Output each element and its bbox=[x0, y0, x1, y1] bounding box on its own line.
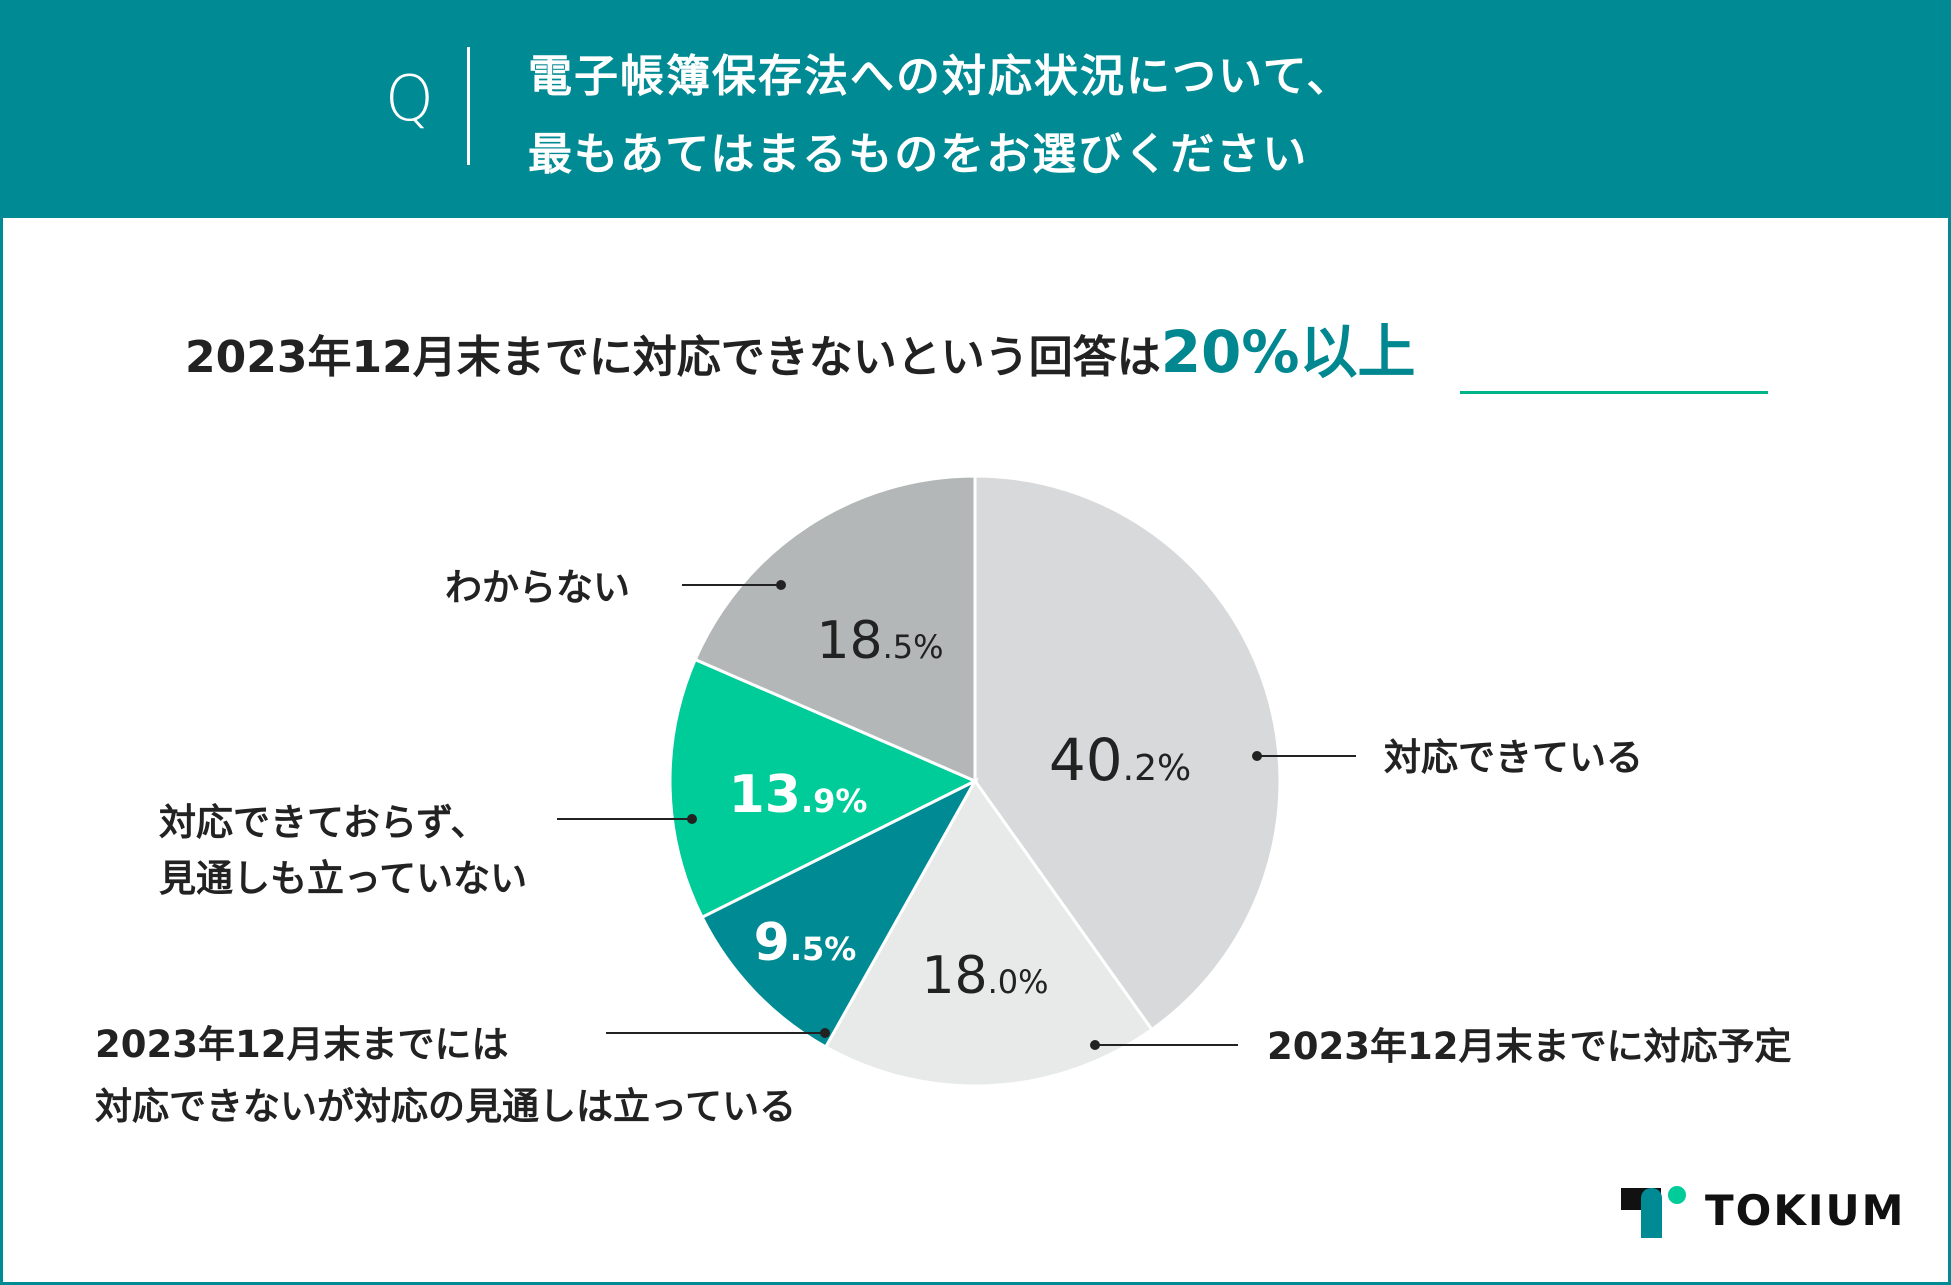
percent-decimal: .5% bbox=[883, 628, 944, 666]
percent-integer: 9 bbox=[754, 913, 790, 973]
slice-category-label: 対応できている bbox=[1384, 736, 1643, 779]
slice-category-label: 対応できないが対応の見通しは立っている bbox=[95, 1085, 796, 1128]
percent-integer: 18 bbox=[921, 946, 987, 1006]
callout-dot bbox=[1252, 751, 1262, 761]
slice-percent-label: 13.9% bbox=[729, 765, 868, 825]
tokium-logo-text: TOKIUM bbox=[1705, 1186, 1906, 1235]
percent-integer: 13 bbox=[729, 765, 801, 825]
slice-category-label: 2023年12月末までには bbox=[95, 1023, 508, 1066]
percent-integer: 18 bbox=[816, 611, 882, 671]
pie-slice bbox=[693, 474, 977, 784]
headline-underline bbox=[1460, 391, 1768, 394]
percent-decimal: .2% bbox=[1123, 748, 1192, 789]
slice-percent-label: 9.5% bbox=[754, 913, 857, 973]
headline-highlight: 20%以上 bbox=[1160, 318, 1416, 386]
pie-slice bbox=[973, 474, 1282, 1032]
percent-integer: 40 bbox=[1049, 726, 1123, 794]
divider bbox=[467, 47, 470, 165]
headline: 2023年12月末までに対応できないという回答は20%以上 bbox=[185, 305, 1416, 389]
tokium-logo-mark bbox=[1621, 1186, 1686, 1238]
question-line-1: 電子帳簿保存法への対応状況について、 bbox=[528, 51, 1353, 102]
slice-category-label: わからない bbox=[445, 566, 630, 609]
slice-percent-label: 18.5% bbox=[816, 611, 943, 671]
callout-dot bbox=[1090, 1040, 1100, 1050]
slice-category-label: 対応できておらず、 bbox=[159, 801, 488, 844]
question-line-2: 最もあてはまるものをお選びください bbox=[528, 129, 1309, 180]
percent-decimal: .5% bbox=[790, 930, 856, 968]
tokium-logo bbox=[1620, 1182, 1900, 1242]
headline-text: 2023年12月末までに対応できないという回答は bbox=[185, 332, 1161, 383]
pie-slice bbox=[823, 778, 1154, 1088]
pie-slice bbox=[700, 777, 979, 1049]
callout-dot bbox=[687, 814, 697, 824]
slice-percent-label: 18.0% bbox=[921, 946, 1048, 1006]
slice-percent-label: 40.2% bbox=[1049, 726, 1191, 794]
question-header: Q 電子帳簿保存法への対応状況について、 最もあてはまるものをお選びください bbox=[0, 0, 1951, 218]
percent-decimal: .0% bbox=[988, 963, 1049, 1001]
percent-decimal: .9% bbox=[801, 782, 867, 820]
callout-dot bbox=[820, 1028, 830, 1038]
slice-category-label: 2023年12月末までに対応予定 bbox=[1267, 1025, 1791, 1068]
question-marker: Q bbox=[385, 62, 434, 135]
slice-category-label: 見通しも立っていない bbox=[159, 857, 527, 900]
pie-slice bbox=[668, 657, 979, 920]
callout-dot bbox=[776, 580, 786, 590]
